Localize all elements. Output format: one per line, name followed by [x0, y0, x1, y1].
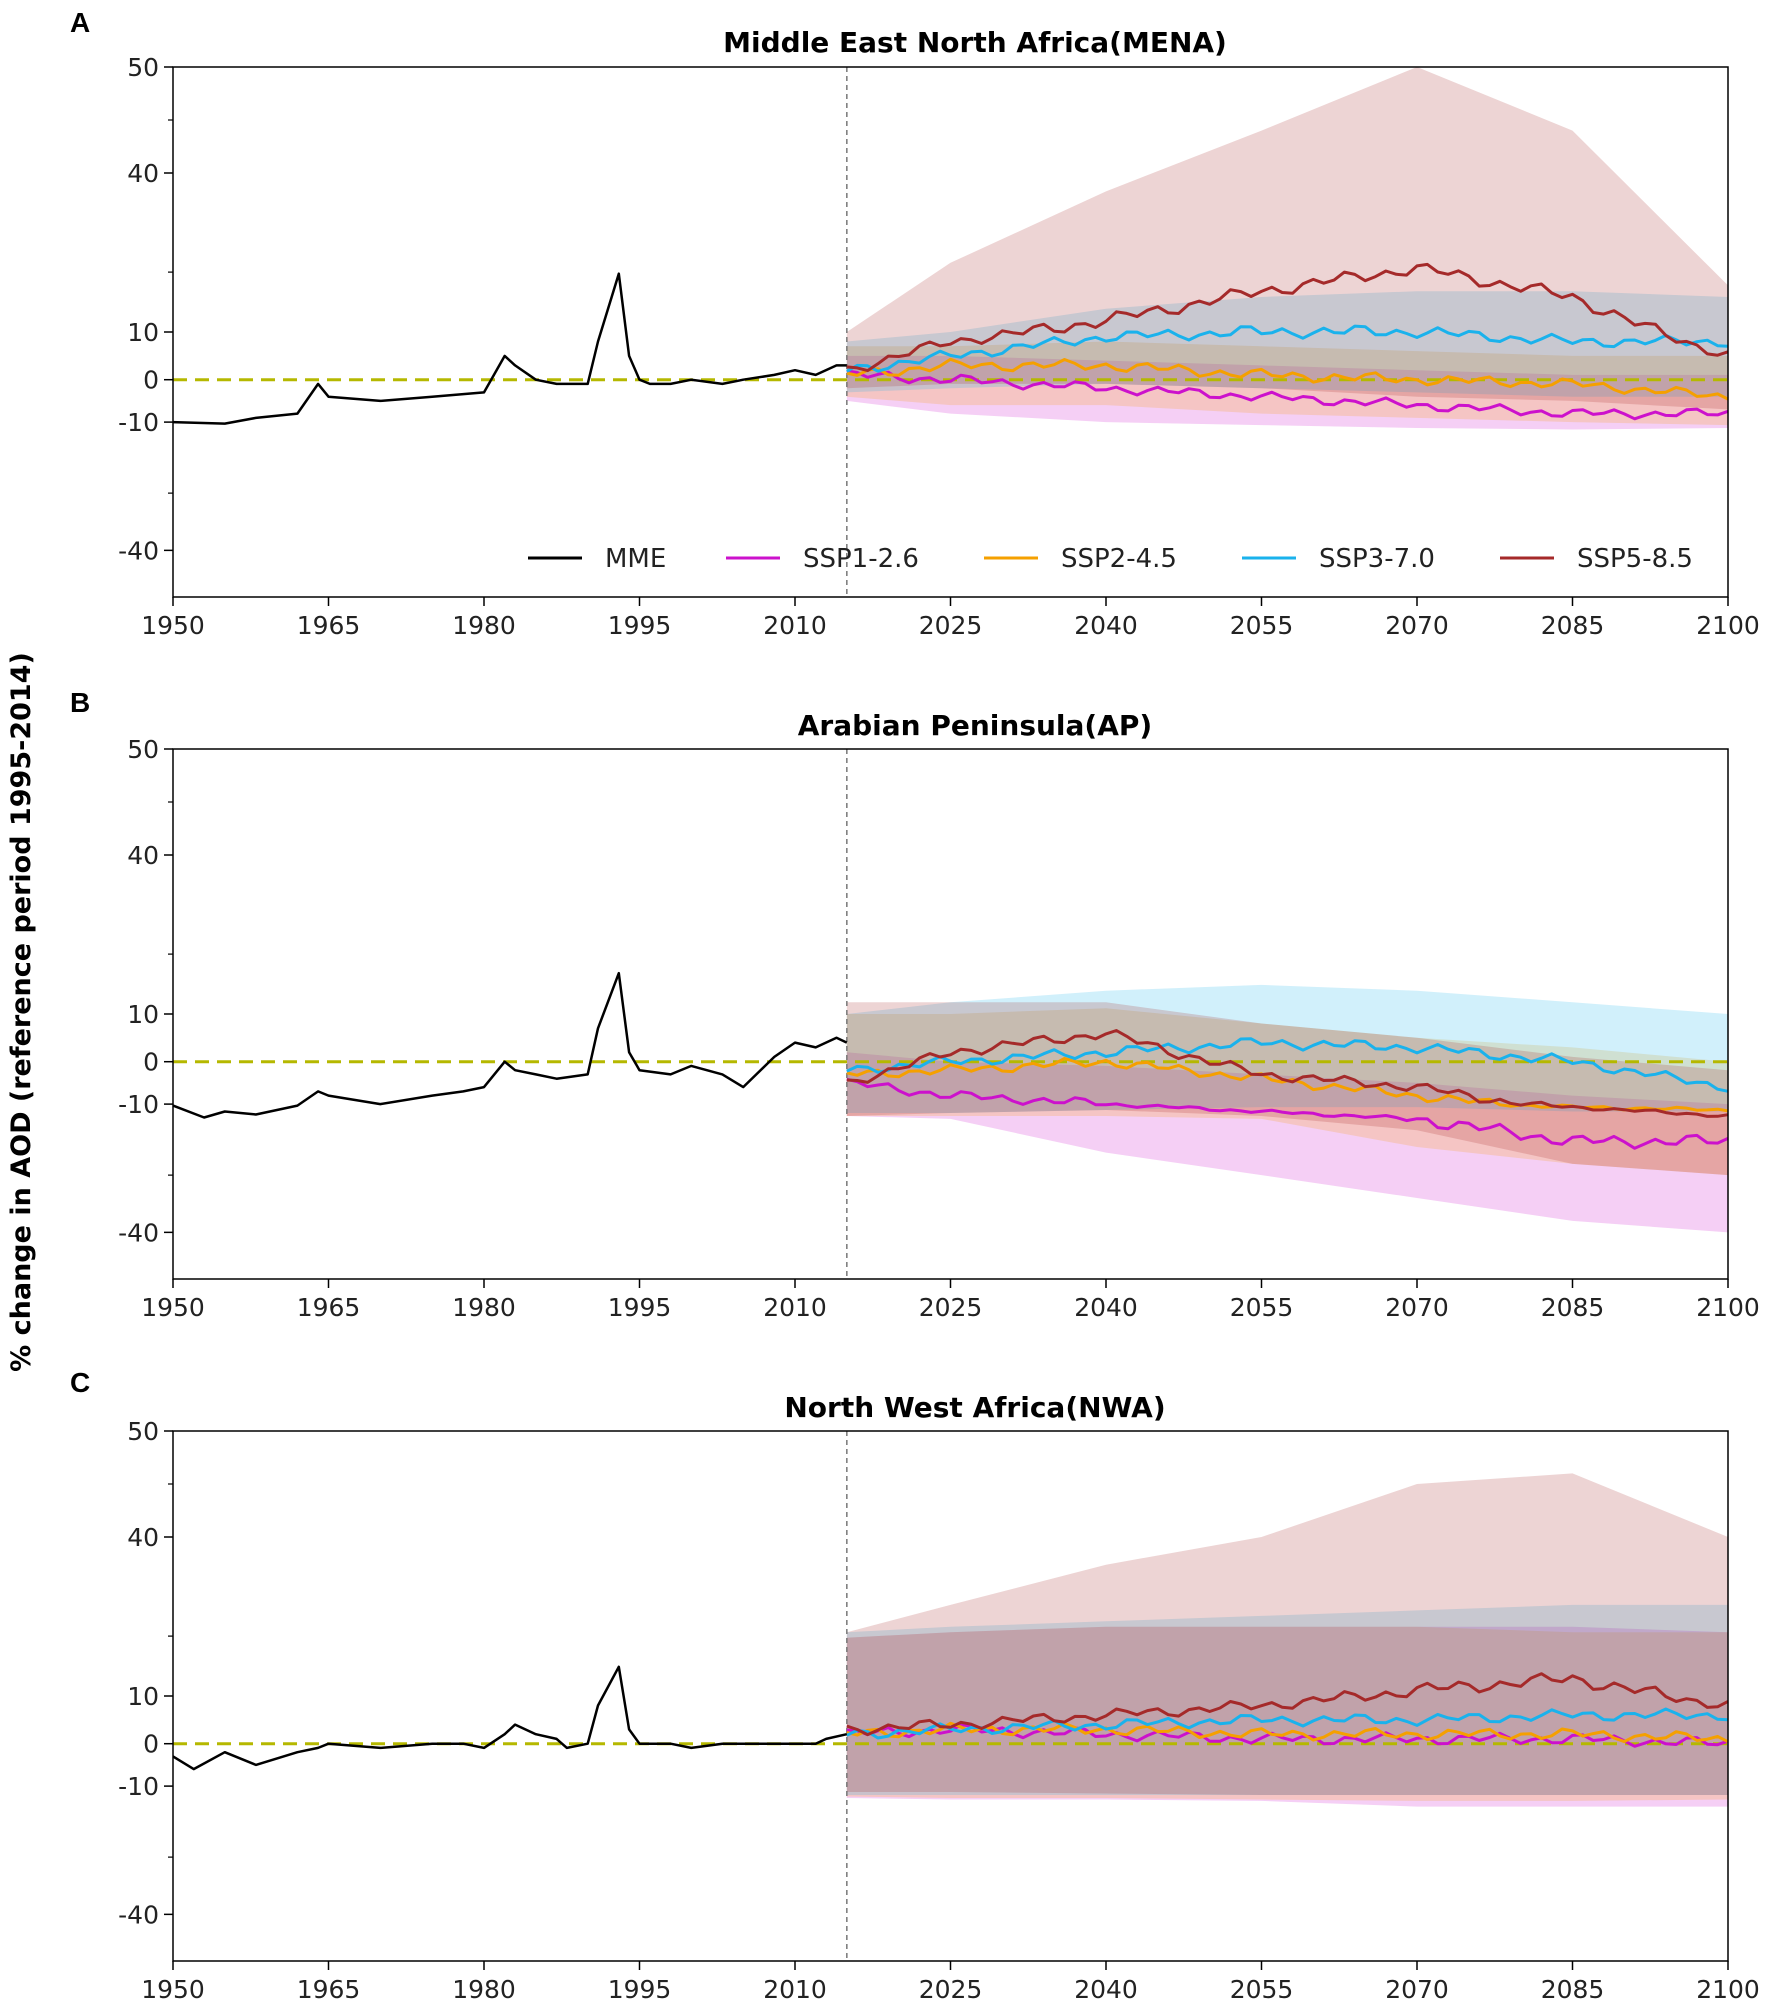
panel-b-ytick-label: -10: [118, 1090, 159, 1119]
panel-b-line-ssp3-70: [846, 1037, 1729, 1093]
panel-c-ytick-label: 0: [143, 1730, 159, 1759]
panel-b-ytick-label: 0: [143, 1048, 159, 1077]
panel-b-band-ssp2-45: [846, 1008, 1728, 1176]
legend-label-ssp2: SSP2-4.5: [1061, 544, 1177, 574]
panel-b-xtick-label: 1980: [452, 1293, 516, 1322]
panel-c-band-ssp3-70: [846, 1604, 1728, 1795]
panel-b-xtick-label: 1965: [297, 1293, 361, 1322]
panel-a-ytick-label: -10: [118, 408, 159, 437]
panel-label-c: C: [70, 1367, 90, 1398]
legend-label-mme: MME: [605, 544, 666, 574]
panel-c-line-ssp2-45: [846, 1721, 1729, 1744]
panel-a-line-ssp5-85: [846, 262, 1729, 373]
panel-a-xtick-label: 2055: [1230, 611, 1294, 640]
panel-b: B Arabian Peninsula(AP) 50 40 10 0 -10 -40 195…: [70, 687, 1760, 1322]
panel-a-xtick-label: 2025: [919, 611, 983, 640]
panel-c-ytick-label: 50: [127, 1417, 159, 1446]
panel-a-xtick-label: 1965: [297, 611, 361, 640]
panel-c-line-ssp3-70: [846, 1707, 1729, 1740]
panel-a-xtick-label: 1995: [608, 611, 672, 640]
panel-a-plot-area: 50 40 10 0 -10 -40 1950 1965 1980 1995 2010 2025 204…: [118, 53, 1760, 640]
panel-a-title: Middle East North Africa(MENA): [723, 26, 1227, 59]
panel-a-ytick-label: 40: [127, 159, 159, 188]
panel-b-xtick-label: 1995: [608, 1293, 672, 1322]
legend: MME SSP1-2.6 SSP2-4.5 SSP3-7.0 SSP5-8.5: [528, 544, 1693, 574]
panel-c-xtick-label: 2085: [1541, 1975, 1605, 2004]
panel-b-band-ssp5-85: [846, 1002, 1728, 1176]
panel-b-band-ssp3-70: [846, 984, 1728, 1113]
panel-c-line-ssp5-85: [846, 1672, 1729, 1737]
legend-label-ssp1: SSP1-2.6: [803, 544, 919, 574]
panel-c-ytick-label: 10: [127, 1682, 159, 1711]
panel-b-ytick-label: 40: [127, 841, 159, 870]
panel-label-b: B: [70, 687, 90, 718]
panel-c-xtick-label: 2055: [1230, 1975, 1294, 2004]
panel-b-line-ssp5-85: [846, 1029, 1729, 1118]
panel-a-ytick-label: 0: [143, 366, 159, 395]
panel-a-band-ssp3-70: [846, 291, 1728, 397]
panel-b-xtick-label: 2070: [1385, 1293, 1449, 1322]
panel-a-band-ssp5-85: [846, 67, 1728, 410]
panel-b-ytick-label: 10: [127, 1000, 159, 1029]
panel-c-xtick-label: 1950: [141, 1975, 205, 2004]
panel-b-xtick-label: 2100: [1696, 1293, 1760, 1322]
panel-b-title: Arabian Peninsula(AP): [798, 709, 1152, 742]
panel-c-plot-area: 50 40 10 0 -10 -40 1950 1965 1980 1995 2010 2025 204…: [118, 1417, 1760, 2004]
panel-c: C North West Africa(NWA) 50 40 10 0 -10 -40 19…: [70, 1367, 1760, 2004]
panel-a-ytick-label: -40: [118, 536, 159, 565]
panel-c-ytick-label: 40: [127, 1523, 159, 1552]
panel-c-xtick-label: 2070: [1385, 1975, 1449, 2004]
legend-label-ssp5: SSP5-8.5: [1577, 544, 1693, 574]
panel-c-xtick-label: 2025: [919, 1975, 983, 2004]
panel-label-a: A: [70, 7, 90, 38]
panel-c-band-ssp2-45: [846, 1626, 1728, 1801]
panel-a-xtick-label: 2100: [1696, 611, 1760, 640]
panel-c-xtick-label: 2010: [763, 1975, 827, 2004]
panel-c-ytick-label: -40: [118, 1900, 159, 1929]
panel-b-line-ssp1-26: [846, 1077, 1729, 1150]
panel-b-ytick-label: 50: [127, 735, 159, 764]
panel-c-line-mme: [172, 1665, 848, 1771]
panel-c-xtick-label: 2100: [1696, 1975, 1760, 2004]
panel-c-xtick-label: 1965: [297, 1975, 361, 2004]
y-axis-label: % change in AOD (reference period 1995-2…: [6, 652, 37, 1372]
panel-a-ytick-label: 10: [127, 318, 159, 347]
panel-a-ytick-label: 50: [127, 53, 159, 82]
panel-b-xtick-label: 2040: [1074, 1293, 1138, 1322]
panel-a-line-ssp1-26: [846, 369, 1729, 421]
panel-a-xtick-label: 1950: [141, 611, 205, 640]
panel-b-plot-area: 50 40 10 0 -10 -40 1950 1965 1980 1995 2010 2025 204…: [118, 735, 1760, 1322]
panel-c-xtick-label: 2040: [1074, 1975, 1138, 2004]
panel-c-band-ssp1-26: [846, 1626, 1728, 1807]
panel-a-line-ssp3-70: [846, 324, 1729, 373]
panel-c-title: North West Africa(NWA): [784, 1391, 1165, 1424]
panel-c-band-ssp5-85: [846, 1473, 1728, 1795]
panel-a-band-ssp2-45: [846, 341, 1728, 426]
panel-b-xtick-label: 2010: [763, 1293, 827, 1322]
panel-c-xtick-label: 1980: [452, 1975, 516, 2004]
panel-a-line-mme: [172, 272, 847, 425]
panel-c-xtick-label: 1995: [608, 1975, 672, 2004]
panel-a-xtick-label: 2010: [763, 611, 827, 640]
panel-a-xtick-label: 1980: [452, 611, 516, 640]
panel-a-band-ssp1-26: [846, 355, 1728, 430]
panel-b-ytick-label: -40: [118, 1218, 159, 1247]
panel-b-xtick-label: 2055: [1230, 1293, 1294, 1322]
panel-a-xtick-label: 2070: [1385, 611, 1449, 640]
panel-b-xtick-label: 2085: [1541, 1293, 1605, 1322]
panel-b-band-ssp1-26: [846, 1052, 1728, 1233]
panel-a-xtick-label: 2040: [1074, 611, 1138, 640]
panel-b-xtick-label: 1950: [141, 1293, 205, 1322]
panel-c-ytick-label: -10: [118, 1772, 159, 1801]
panel-b-xtick-label: 2025: [919, 1293, 983, 1322]
panel-b-line-mme: [172, 971, 848, 1119]
panel-a-line-ssp2-45: [846, 357, 1729, 401]
panel-a: A Middle East North Africa(MENA) 50 40 10 0…: [70, 7, 1760, 640]
panel-a-xtick-label: 2085: [1541, 611, 1605, 640]
legend-label-ssp3: SSP3-7.0: [1319, 544, 1435, 574]
